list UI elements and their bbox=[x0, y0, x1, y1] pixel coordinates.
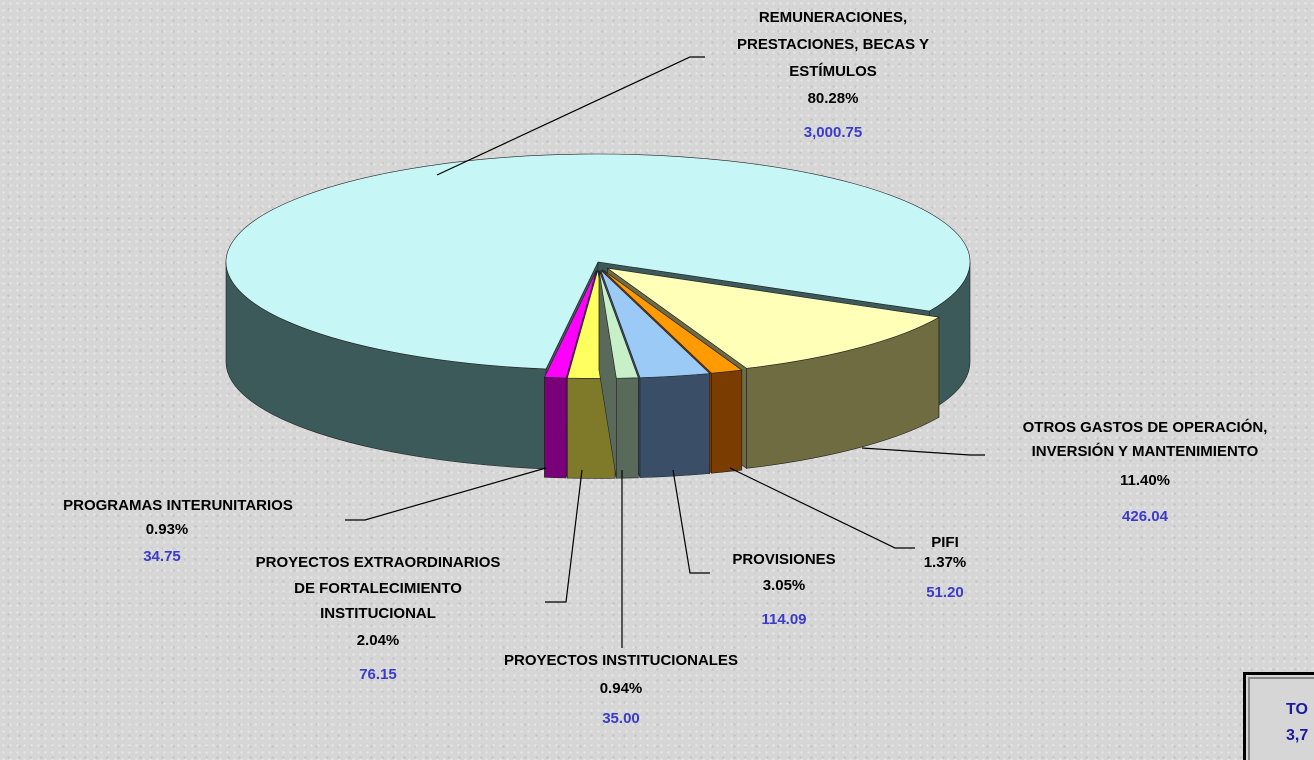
category-label: PIFI bbox=[931, 534, 959, 551]
slice-side bbox=[544, 376, 567, 479]
value-label: 3,000.75 bbox=[804, 124, 862, 141]
total-value: 3,7 bbox=[1286, 727, 1309, 744]
value-label: 35.00 bbox=[602, 710, 640, 727]
leader-line bbox=[436, 56, 705, 176]
value-label: 76.15 bbox=[359, 666, 397, 683]
slice-top bbox=[225, 153, 971, 370]
value-label: 114.09 bbox=[761, 611, 806, 628]
slice-side bbox=[711, 369, 743, 474]
category-label: REMUNERACIONES, bbox=[759, 9, 907, 26]
value-label: 51.20 bbox=[926, 584, 964, 601]
value-label: 426.04 bbox=[1122, 508, 1169, 525]
category-label: PROGRAMAS INTERUNITARIOS bbox=[63, 497, 293, 514]
leader-line bbox=[345, 467, 547, 521]
slice-top bbox=[544, 270, 597, 379]
category-label: PROYECTOS INSTITUCIONALES bbox=[504, 652, 738, 669]
percent-label: 11.40% bbox=[1120, 472, 1170, 489]
percent-label: 80.28% bbox=[808, 90, 859, 107]
percent-label: 0.93% bbox=[146, 521, 189, 538]
slice-top bbox=[602, 269, 743, 374]
slice-top bbox=[598, 270, 639, 379]
value-label: 34.75 bbox=[143, 548, 181, 565]
percent-label: 3.05% bbox=[763, 577, 806, 594]
category-label: INSTITUCIONAL bbox=[320, 605, 436, 622]
slices bbox=[225, 153, 971, 479]
labels: REMUNERACIONES, PRESTACIONES, BECAS Y ESTÍ… bbox=[63, 9, 1267, 727]
category-label: ESTÍMULOS bbox=[789, 63, 877, 80]
total-box: TO 3,7 bbox=[1243, 672, 1314, 760]
slice-top bbox=[600, 270, 711, 378]
category-label: OTROS GASTOS DE OPERACIÓN, bbox=[1023, 418, 1268, 436]
leader-line bbox=[672, 469, 710, 574]
slice-side bbox=[639, 373, 711, 478]
leader-line bbox=[729, 467, 915, 549]
slice-top bbox=[607, 267, 940, 369]
leader-line bbox=[861, 447, 985, 456]
category-label: PRESTACIONES, BECAS Y bbox=[737, 36, 929, 53]
category-label: INVERSIÓN Y MANTENIMIENTO bbox=[1032, 442, 1259, 460]
leader-line bbox=[545, 469, 583, 603]
percent-label: 0.94% bbox=[600, 680, 643, 697]
percent-label: 1.37% bbox=[924, 554, 967, 571]
percent-label: 2.04% bbox=[357, 632, 400, 649]
category-label: PROYECTOS EXTRAORDINARIOS bbox=[256, 554, 501, 571]
category-label: DE FORTALECIMIENTO bbox=[294, 580, 462, 597]
category-label: PROVISIONES bbox=[732, 551, 835, 568]
slice-side bbox=[616, 377, 639, 479]
total-label: TO bbox=[1286, 701, 1308, 718]
